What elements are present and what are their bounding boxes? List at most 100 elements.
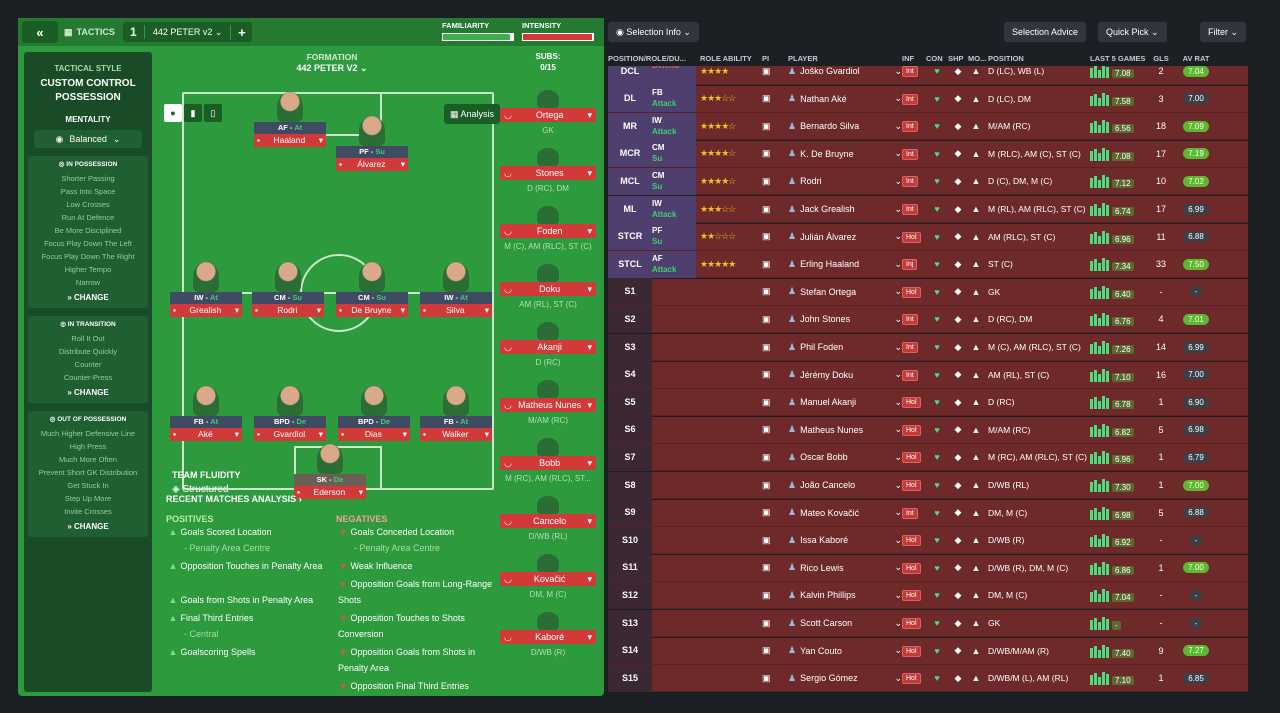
role-duty[interactable] bbox=[652, 527, 696, 554]
table-row[interactable]: DCLDefend ★★★★ ▣ ♟Joško Gvardiol ⌄Int ♥ ◆ ▲ D (L… bbox=[608, 66, 1248, 85]
pitch-player-grealish[interactable]: IW - At ▪ Grealish ▾ bbox=[170, 262, 242, 317]
player-cell[interactable]: ♟ Erling Haaland ⌄ bbox=[784, 259, 902, 270]
pi-icon[interactable]: ▣ bbox=[762, 507, 771, 518]
player-name-box[interactable]: ▪ Gvardiol ▾ bbox=[254, 428, 326, 441]
pitch-player-dias[interactable]: BPD - De ▪ Dias ▾ bbox=[338, 386, 410, 441]
pitch-player-haaland[interactable]: AF - At ▪ Haaland ▾ bbox=[254, 92, 326, 147]
filter-button[interactable]: Filter ⌄ bbox=[1200, 22, 1247, 42]
table-row[interactable]: S9 ▣ ♟ Mateo Kovačić ⌄ Int ♥ ◆ ▲ DM, M (C) 6.98 5 6.… bbox=[608, 499, 1248, 527]
role-duty[interactable] bbox=[652, 306, 696, 333]
pi-icon[interactable]: ▣ bbox=[762, 203, 771, 214]
slot-code[interactable]: S5 bbox=[608, 388, 652, 416]
tactic-selector[interactable]: 1 442 PETER v2 ⌄ + bbox=[122, 22, 253, 42]
pitch-player-silva[interactable]: IW - At ▪ Silva ▾ bbox=[420, 262, 492, 317]
pi-icon[interactable]: ▣ bbox=[762, 451, 771, 462]
col-player[interactable]: PLAYER bbox=[788, 53, 818, 63]
col-avrat[interactable]: AV RAT bbox=[1182, 53, 1210, 63]
sub-slot[interactable]: ◡ Bobb ▾ M (RC), AM (RLC), ST... bbox=[500, 438, 596, 483]
player-cell[interactable]: ♟ Scott Carson ⌄ bbox=[784, 618, 902, 629]
player-name-box[interactable]: ▪ Haaland ▾ bbox=[254, 134, 326, 147]
sub-slot[interactable]: ◡ Stones ▾ D (RC), DM bbox=[500, 148, 596, 193]
pitch-player-walker[interactable]: FB - At ▪ Walker ▾ bbox=[420, 386, 492, 441]
sub-name-box[interactable]: ◡ Kovačić ▾ bbox=[500, 572, 596, 586]
role-duty[interactable] bbox=[652, 665, 696, 692]
player-cell[interactable]: ♟ Jérémy Doku ⌄ bbox=[784, 369, 902, 380]
stats-view-tab[interactable]: ▮ bbox=[184, 104, 202, 122]
sub-name-box[interactable]: ◡ Bobb ▾ bbox=[500, 456, 596, 470]
player-name-box[interactable]: ▪ Álvarez ▾ bbox=[336, 158, 408, 171]
pi-icon[interactable]: ▣ bbox=[762, 672, 771, 683]
pi-icon[interactable]: ▣ bbox=[762, 589, 771, 600]
role-duty[interactable]: CM Su bbox=[652, 167, 696, 195]
slot-code[interactable]: STCR bbox=[608, 223, 652, 251]
player-name-box[interactable]: ▪ Walker ▾ bbox=[420, 428, 492, 441]
slot-code[interactable]: MCL bbox=[608, 167, 652, 195]
player-cell[interactable]: ♟ Mateo Kovačić ⌄ bbox=[784, 507, 902, 518]
slot-code[interactable]: S3 bbox=[608, 333, 652, 361]
role-duty[interactable] bbox=[652, 361, 696, 388]
player-cell[interactable]: ♟ João Cancelo ⌄ bbox=[784, 480, 902, 491]
role-duty[interactable]: AF Attack bbox=[652, 250, 696, 278]
role-duty[interactable] bbox=[652, 582, 696, 609]
role-duty[interactable] bbox=[652, 499, 696, 526]
pi-icon[interactable]: ▣ bbox=[762, 286, 771, 297]
player-view-tab[interactable]: ● bbox=[164, 104, 182, 122]
player-cell[interactable]: ♟ Jack Grealish ⌄ bbox=[784, 204, 902, 215]
pi-icon[interactable]: ▣ bbox=[762, 148, 771, 159]
table-row[interactable]: S15 ▣ ♟ Sergio Gómez ⌄ Hol ♥ ◆ ▲ D/WB/M (L), AM (… bbox=[608, 664, 1248, 693]
pitch-view-tab[interactable]: ▯ bbox=[204, 104, 222, 122]
role-duty[interactable]: IW Attack bbox=[652, 195, 696, 223]
table-row[interactable]: DL FB Attack ★★★☆☆ ▣ ♟ Nathan Aké ⌄ Int ♥ ◆ ▲ D (LC)… bbox=[608, 85, 1248, 113]
pitch-player-ederson[interactable]: SK - De ▪ Ederson ▾ bbox=[294, 444, 366, 499]
pi-icon[interactable]: ▣ bbox=[762, 258, 771, 269]
pi-icon[interactable]: ▣ bbox=[762, 341, 771, 352]
sub-slot[interactable]: ◡ Ortega ▾ GK bbox=[500, 90, 596, 135]
col-position[interactable]: POSITION bbox=[988, 53, 1024, 63]
pitch-player-de-bruyne[interactable]: CM - Su ▪ De Bruyne ▾ bbox=[336, 262, 408, 317]
slot-code[interactable]: S12 bbox=[608, 581, 652, 609]
sub-slot[interactable]: ◡ Akanji ▾ D (RC) bbox=[500, 322, 596, 367]
pi-icon[interactable]: ▣ bbox=[762, 617, 771, 628]
table-row[interactable]: S8 ▣ ♟ João Cancelo ⌄ Hol ♥ ◆ ▲ D/WB (RL) 7.30 1 7.0… bbox=[608, 471, 1248, 499]
pitch-player-gvardiol[interactable]: BPD - De ▪ Gvardiol ▾ bbox=[254, 386, 326, 441]
player-cell[interactable]: ♟ Rodri ⌄ bbox=[784, 176, 902, 187]
role-duty[interactable]: FB Attack bbox=[652, 85, 696, 113]
role-duty[interactable] bbox=[652, 278, 696, 305]
slot-code[interactable]: S13 bbox=[608, 609, 652, 637]
col-position-role[interactable]: POSITION/ROLE/DU... bbox=[608, 53, 686, 63]
tactical-style-name[interactable]: CUSTOM CONTROL POSSESSION bbox=[40, 78, 136, 103]
slot-code[interactable]: S4 bbox=[608, 361, 652, 389]
slot-code[interactable]: STCL bbox=[608, 250, 652, 278]
sub-name-box[interactable]: ◡ Ortega ▾ bbox=[500, 108, 596, 122]
player-cell[interactable]: ♟ K. De Bruyne ⌄ bbox=[784, 148, 902, 159]
role-duty[interactable]: IW Attack bbox=[652, 112, 696, 140]
formation-select[interactable]: 442 PETER V2 ⌄ bbox=[158, 63, 506, 74]
role-duty[interactable] bbox=[652, 554, 696, 581]
familiarity-bar[interactable] bbox=[442, 33, 514, 41]
sub-name-box[interactable]: ◡ Doku ▾ bbox=[500, 282, 596, 296]
pitch-player-rodri[interactable]: CM - Su ▪ Rodri ▾ bbox=[252, 262, 324, 317]
table-row[interactable]: MCL CM Su ★★★★☆ ▣ ♟ Rodri ⌄ Int ♥ ◆ ▲ D (C), DM, M (… bbox=[608, 167, 1248, 196]
table-row[interactable]: STCL AF Attack ★★★★★ ▣ ♟ Erling Haaland ⌄ Inj ♥ ◆ ▲… bbox=[608, 250, 1248, 279]
player-name-box[interactable]: ▪ Rodri ▾ bbox=[252, 304, 324, 317]
role-duty[interactable]: Defend bbox=[652, 66, 696, 85]
player-cell[interactable]: ♟ Oscar Bobb ⌄ bbox=[784, 452, 902, 463]
slot-code[interactable]: S7 bbox=[608, 443, 652, 471]
slot-code[interactable]: MR bbox=[608, 112, 652, 140]
slot-code[interactable]: DCL bbox=[608, 66, 652, 85]
slot-code[interactable]: S6 bbox=[608, 416, 652, 444]
pi-icon[interactable]: ▣ bbox=[762, 562, 771, 573]
selection-advice-button[interactable]: Selection Advice bbox=[1004, 22, 1087, 42]
player-name-box[interactable]: ▪ De Bruyne ▾ bbox=[336, 304, 408, 317]
slot-code[interactable]: S1 bbox=[608, 278, 652, 306]
col-con[interactable]: CON bbox=[926, 53, 943, 63]
player-name-box[interactable]: ▪ Dias ▾ bbox=[338, 428, 410, 441]
sub-name-box[interactable]: ◡ Kaboré ▾ bbox=[500, 630, 596, 644]
pi-icon[interactable]: ▣ bbox=[762, 645, 771, 656]
recent-matches-link[interactable]: RECENT MATCHES ANALYSIS › bbox=[166, 494, 302, 504]
sub-slot[interactable]: ◡ Matheus Nunes ▾ M/AM (RC) bbox=[500, 380, 596, 425]
sub-name-box[interactable]: ◡ Foden ▾ bbox=[500, 224, 596, 238]
role-duty[interactable] bbox=[652, 389, 696, 416]
pi-icon[interactable]: ▣ bbox=[762, 534, 771, 545]
slot-code[interactable]: MCR bbox=[608, 140, 652, 168]
